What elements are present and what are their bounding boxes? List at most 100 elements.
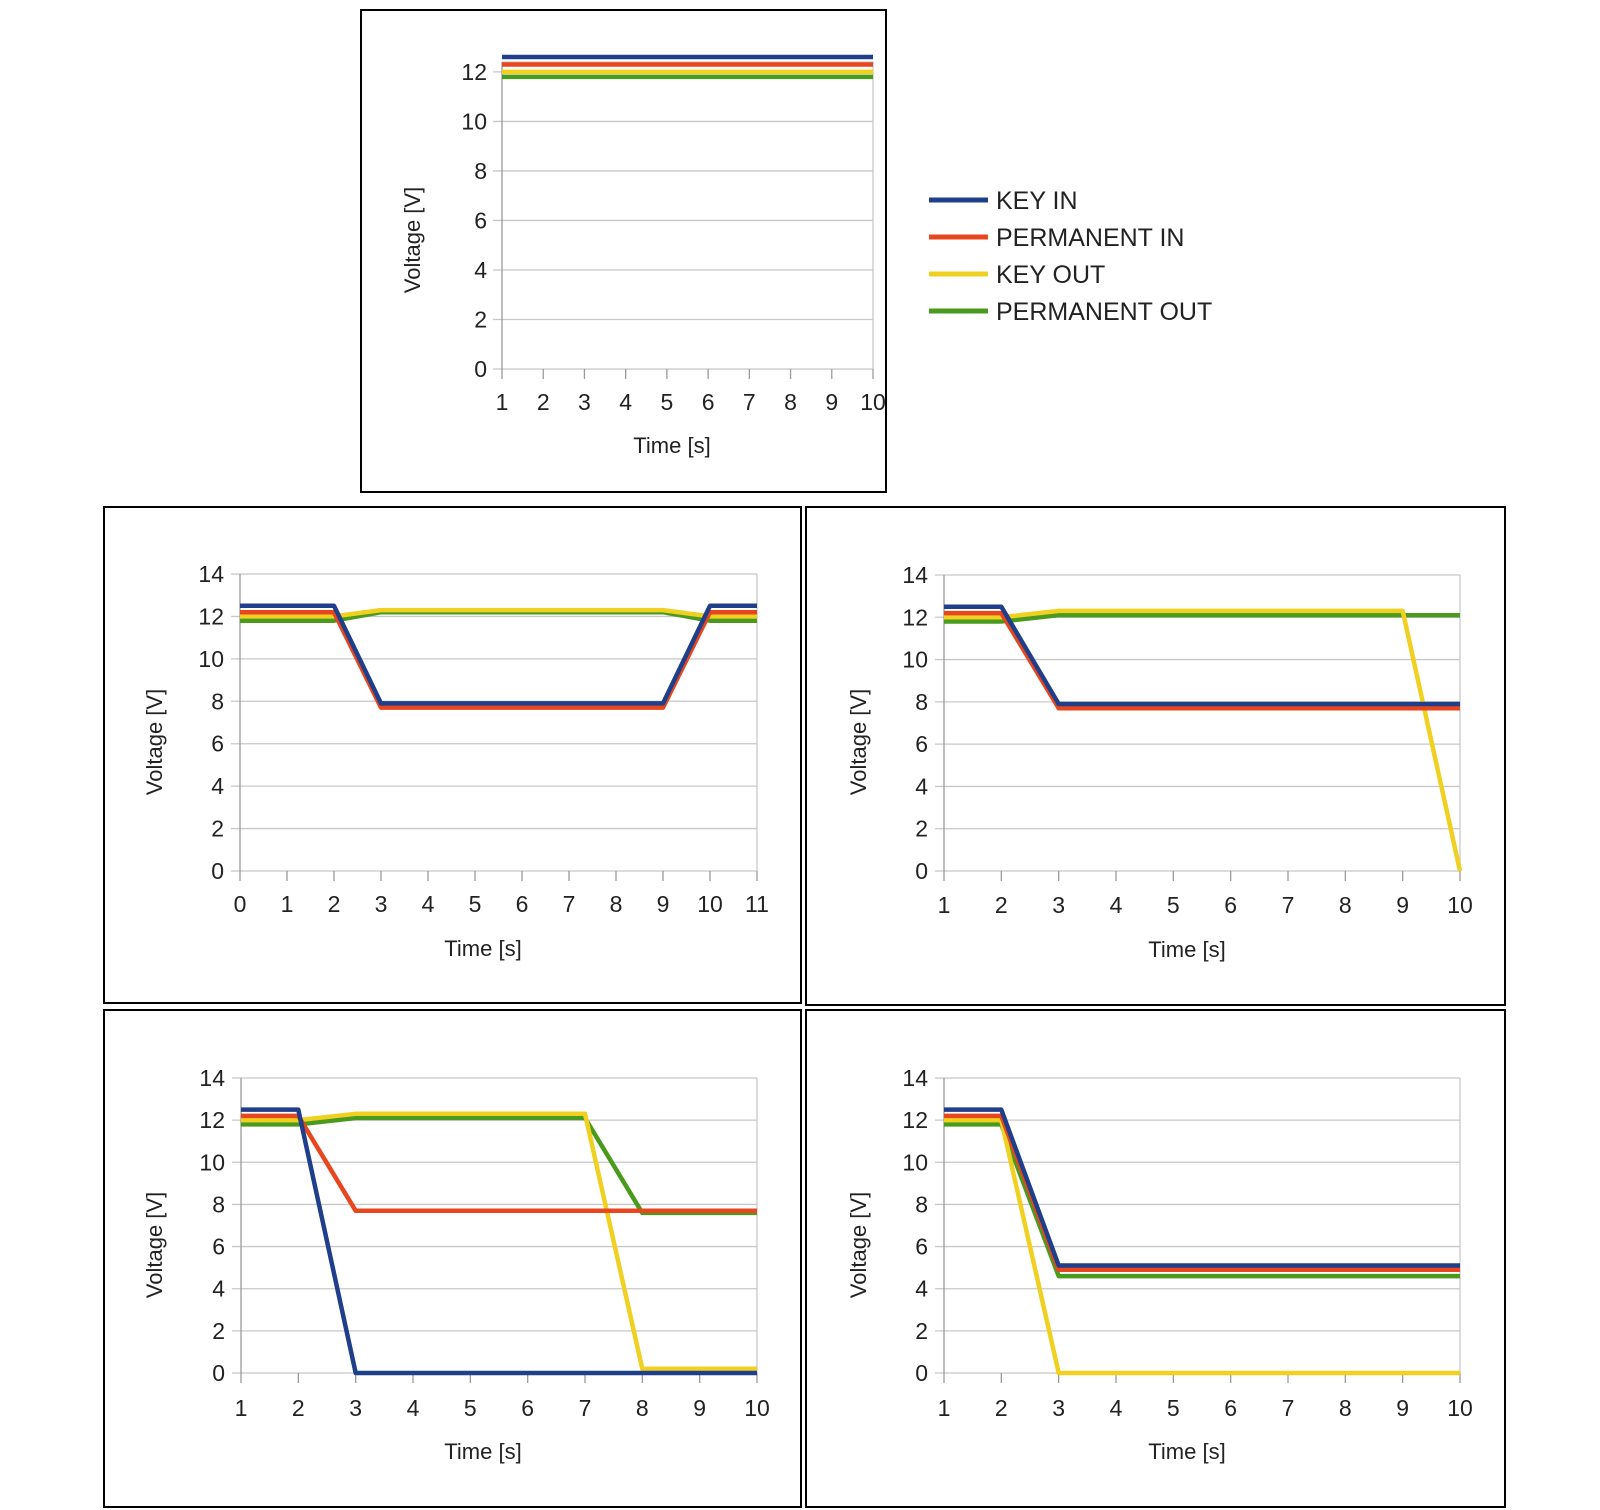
- series-line-key-out: [241, 1111, 757, 1372]
- y-tick-label: 10: [902, 1149, 928, 1175]
- y-tick-label: 8: [915, 689, 928, 715]
- x-tick-label: 4: [619, 389, 632, 415]
- y-tick-label: 14: [198, 561, 224, 587]
- x-tick-label: 9: [825, 389, 838, 415]
- y-axis-title: Voltage [V]: [846, 1192, 871, 1298]
- x-tick-label: 2: [328, 891, 341, 917]
- y-tick-label: 0: [212, 1360, 225, 1386]
- y-tick-label: 4: [212, 1276, 225, 1302]
- y-tick-label: 10: [902, 647, 928, 673]
- x-axis-title: Time [s]: [633, 433, 710, 458]
- y-tick-label: 10: [198, 646, 224, 672]
- x-tick-label: 11: [745, 891, 769, 917]
- y-tick-label: 4: [915, 773, 928, 799]
- x-tick-label: 3: [578, 389, 591, 415]
- legend-label: PERMANENT IN: [996, 224, 1184, 252]
- series-line-key-in: [240, 603, 757, 706]
- x-tick-label: 2: [537, 389, 550, 415]
- legend-label: KEY IN: [996, 187, 1078, 215]
- x-tick-label: 8: [636, 1395, 649, 1421]
- series-line-key-out: [944, 1117, 1460, 1376]
- y-axis-title: Voltage [V]: [846, 689, 871, 795]
- x-tick-label: 7: [579, 1395, 592, 1421]
- x-tick-label: 4: [407, 1395, 420, 1421]
- y-tick-label: 4: [474, 257, 487, 283]
- x-tick-label: 6: [521, 1395, 534, 1421]
- y-tick-label: 2: [915, 816, 928, 842]
- y-tick-label: 0: [915, 858, 928, 884]
- x-tick-label: 1: [938, 1395, 951, 1421]
- x-tick-label: 5: [660, 389, 673, 415]
- x-tick-label: 9: [657, 891, 670, 917]
- x-axis-title: Time [s]: [444, 1439, 521, 1464]
- y-tick-label: 6: [474, 207, 487, 233]
- x-tick-label: 6: [1224, 1395, 1237, 1421]
- y-tick-label: 8: [212, 1191, 225, 1217]
- x-tick-label: 4: [422, 891, 435, 917]
- x-tick-label: 8: [1339, 1395, 1352, 1421]
- y-tick-label: 8: [474, 158, 487, 184]
- y-tick-label: 8: [915, 1191, 928, 1217]
- y-tick-label: 6: [915, 1234, 928, 1260]
- x-tick-label: 5: [469, 891, 482, 917]
- series-line-permanent-out: [944, 612, 1460, 624]
- x-tick-label: 9: [1396, 1395, 1409, 1421]
- y-tick-label: 14: [902, 1065, 928, 1091]
- y-axis-title: Voltage [V]: [400, 187, 425, 293]
- y-tick-label: 14: [902, 562, 928, 588]
- x-axis-title: Time [s]: [1148, 937, 1225, 962]
- y-tick-label: 0: [211, 858, 224, 884]
- y-tick-label: 2: [211, 816, 224, 842]
- x-tick-label: 1: [496, 389, 509, 415]
- x-tick-label: 6: [516, 891, 529, 917]
- series-line-permanent-in: [241, 1113, 757, 1214]
- x-tick-label: 4: [1110, 892, 1123, 918]
- y-tick-label: 12: [902, 1107, 928, 1133]
- y-tick-label: 2: [474, 306, 487, 332]
- x-tick-label: 2: [995, 1395, 1008, 1421]
- y-tick-label: 6: [915, 731, 928, 757]
- x-tick-label: 10: [744, 1395, 770, 1421]
- x-tick-label: 1: [235, 1395, 248, 1421]
- x-tick-label: 2: [995, 892, 1008, 918]
- chart-frame: [805, 1009, 1506, 1508]
- y-tick-label: 2: [212, 1318, 225, 1344]
- y-tick-label: 6: [212, 1234, 225, 1260]
- x-tick-label: 7: [1282, 892, 1295, 918]
- x-tick-label: 8: [784, 389, 797, 415]
- x-tick-label: 6: [1224, 892, 1237, 918]
- legend-label: PERMANENT OUT: [996, 298, 1212, 326]
- x-tick-label: 10: [1447, 1395, 1473, 1421]
- y-tick-label: 4: [915, 1276, 928, 1302]
- x-tick-label: 3: [349, 1395, 362, 1421]
- y-tick-label: 6: [211, 731, 224, 757]
- x-tick-label: 9: [693, 1395, 706, 1421]
- x-tick-label: 3: [1052, 892, 1065, 918]
- chart-frame: [360, 9, 887, 493]
- x-tick-label: 10: [1447, 892, 1473, 918]
- chart-frame: [103, 1009, 802, 1508]
- x-tick-label: 5: [464, 1395, 477, 1421]
- series-line-key-in: [944, 604, 1460, 707]
- y-tick-label: 12: [198, 603, 224, 629]
- x-tick-label: 10: [697, 891, 723, 917]
- x-tick-label: 10: [860, 389, 886, 415]
- x-tick-label: 5: [1167, 892, 1180, 918]
- x-tick-label: 3: [1052, 1395, 1065, 1421]
- x-tick-label: 1: [938, 892, 951, 918]
- chart-legend: KEY IN PERMANENT IN KEY OUT PERMANENT OUT: [929, 187, 1212, 326]
- y-tick-label: 0: [915, 1360, 928, 1386]
- y-tick-label: 14: [199, 1065, 225, 1091]
- x-tick-label: 0: [234, 891, 247, 917]
- series-line-permanent-out: [944, 1122, 1460, 1279]
- y-axis-title: Voltage [V]: [142, 1192, 167, 1298]
- y-tick-label: 0: [474, 356, 487, 382]
- x-tick-label: 2: [292, 1395, 305, 1421]
- chart-frame: [103, 506, 802, 1004]
- y-tick-label: 12: [461, 59, 487, 85]
